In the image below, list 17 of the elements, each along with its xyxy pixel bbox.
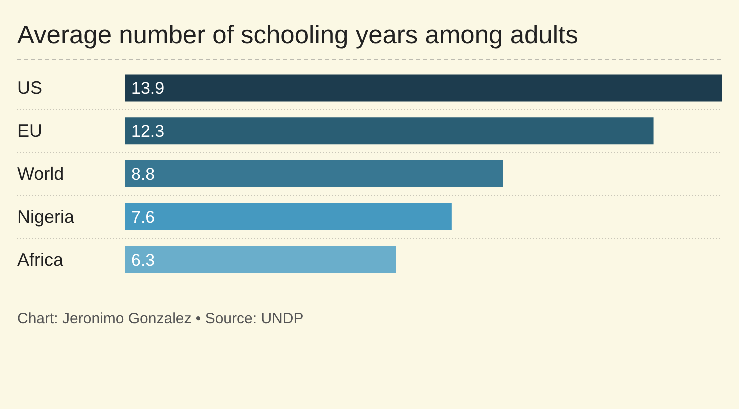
data-label: 13.9 [132,79,165,98]
y-tick-label: Nigeria [18,206,76,227]
data-label: 7.6 [132,208,156,227]
bar [126,74,722,102]
bar [126,246,396,274]
text: Chart: Jeronimo Gonzalez • Source: UNDP [18,310,304,328]
y-tick-label: World [18,164,64,184]
data-label: 12.3 [132,122,165,142]
y-tick-label: US [18,78,43,98]
y-tick-label: Africa [18,250,64,270]
data-label: 6.3 [132,250,156,270]
bar [126,203,452,230]
bar [126,160,504,188]
data-label: 8.8 [132,164,156,184]
chart-title: Average number of schooling years among adults [18,22,578,50]
bar [126,118,654,145]
y-tick-label: EU [18,121,43,142]
